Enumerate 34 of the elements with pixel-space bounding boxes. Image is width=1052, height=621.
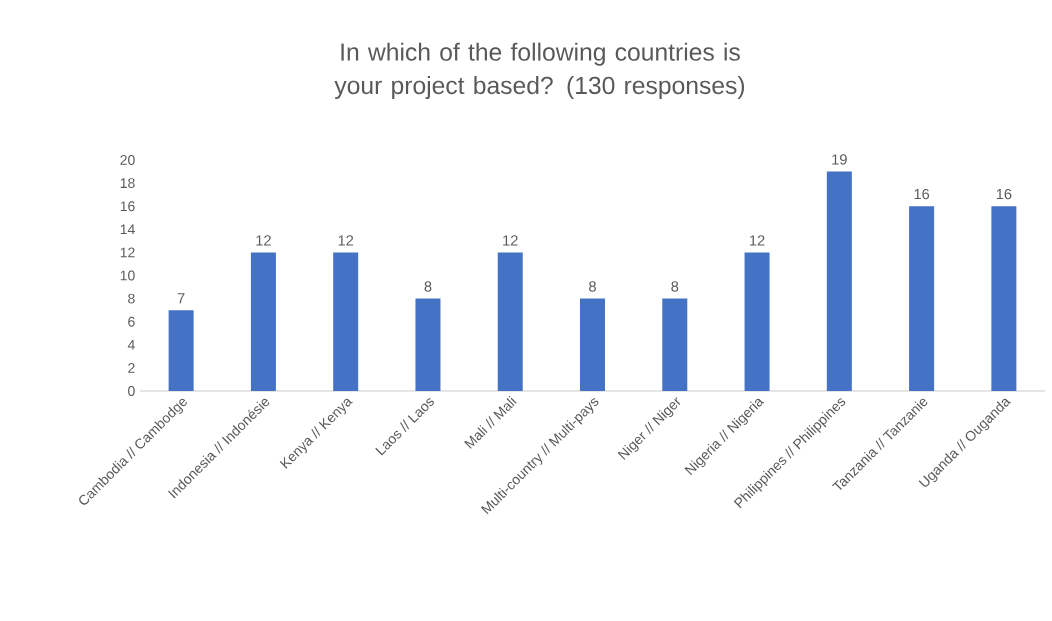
data-label: 12: [338, 235, 354, 246]
data-label: 8: [589, 281, 596, 292]
bar: [991, 206, 1017, 391]
bar: [415, 298, 441, 391]
data-label: 12: [503, 235, 518, 246]
y-tick-label: 10: [120, 270, 135, 281]
data-label: 8: [424, 281, 432, 292]
data-label: 16: [996, 188, 1012, 200]
bar: [662, 298, 688, 391]
bar: [250, 252, 276, 391]
y-tick-label: 8: [128, 293, 135, 304]
bar: [333, 252, 359, 391]
bar: [497, 252, 523, 391]
data-label: 12: [750, 235, 765, 246]
y-tick-label: 4: [127, 339, 135, 350]
y-tick-label: 16: [120, 201, 135, 212]
bar: [168, 310, 194, 391]
bar: [744, 252, 770, 391]
y-tick-label: 6: [128, 316, 135, 327]
data-label: 12: [256, 235, 271, 246]
y-tick-label: 12: [120, 247, 135, 258]
y-tick-label: 14: [120, 224, 135, 235]
data-label: 19: [832, 154, 847, 165]
y-tick-label: 2: [128, 363, 135, 373]
y-tick-label: 0: [128, 386, 135, 396]
bar: [826, 171, 852, 391]
data-label: 7: [177, 293, 185, 304]
y-tick-label: 20: [120, 155, 135, 165]
bar: [909, 206, 935, 391]
y-tick-label: 18: [120, 178, 135, 189]
data-label: 16: [914, 188, 930, 200]
bar: [580, 298, 606, 391]
data-label: 8: [671, 281, 679, 292]
chart-title: In which of the following countries is your project based? (130 responses): [334, 42, 745, 100]
